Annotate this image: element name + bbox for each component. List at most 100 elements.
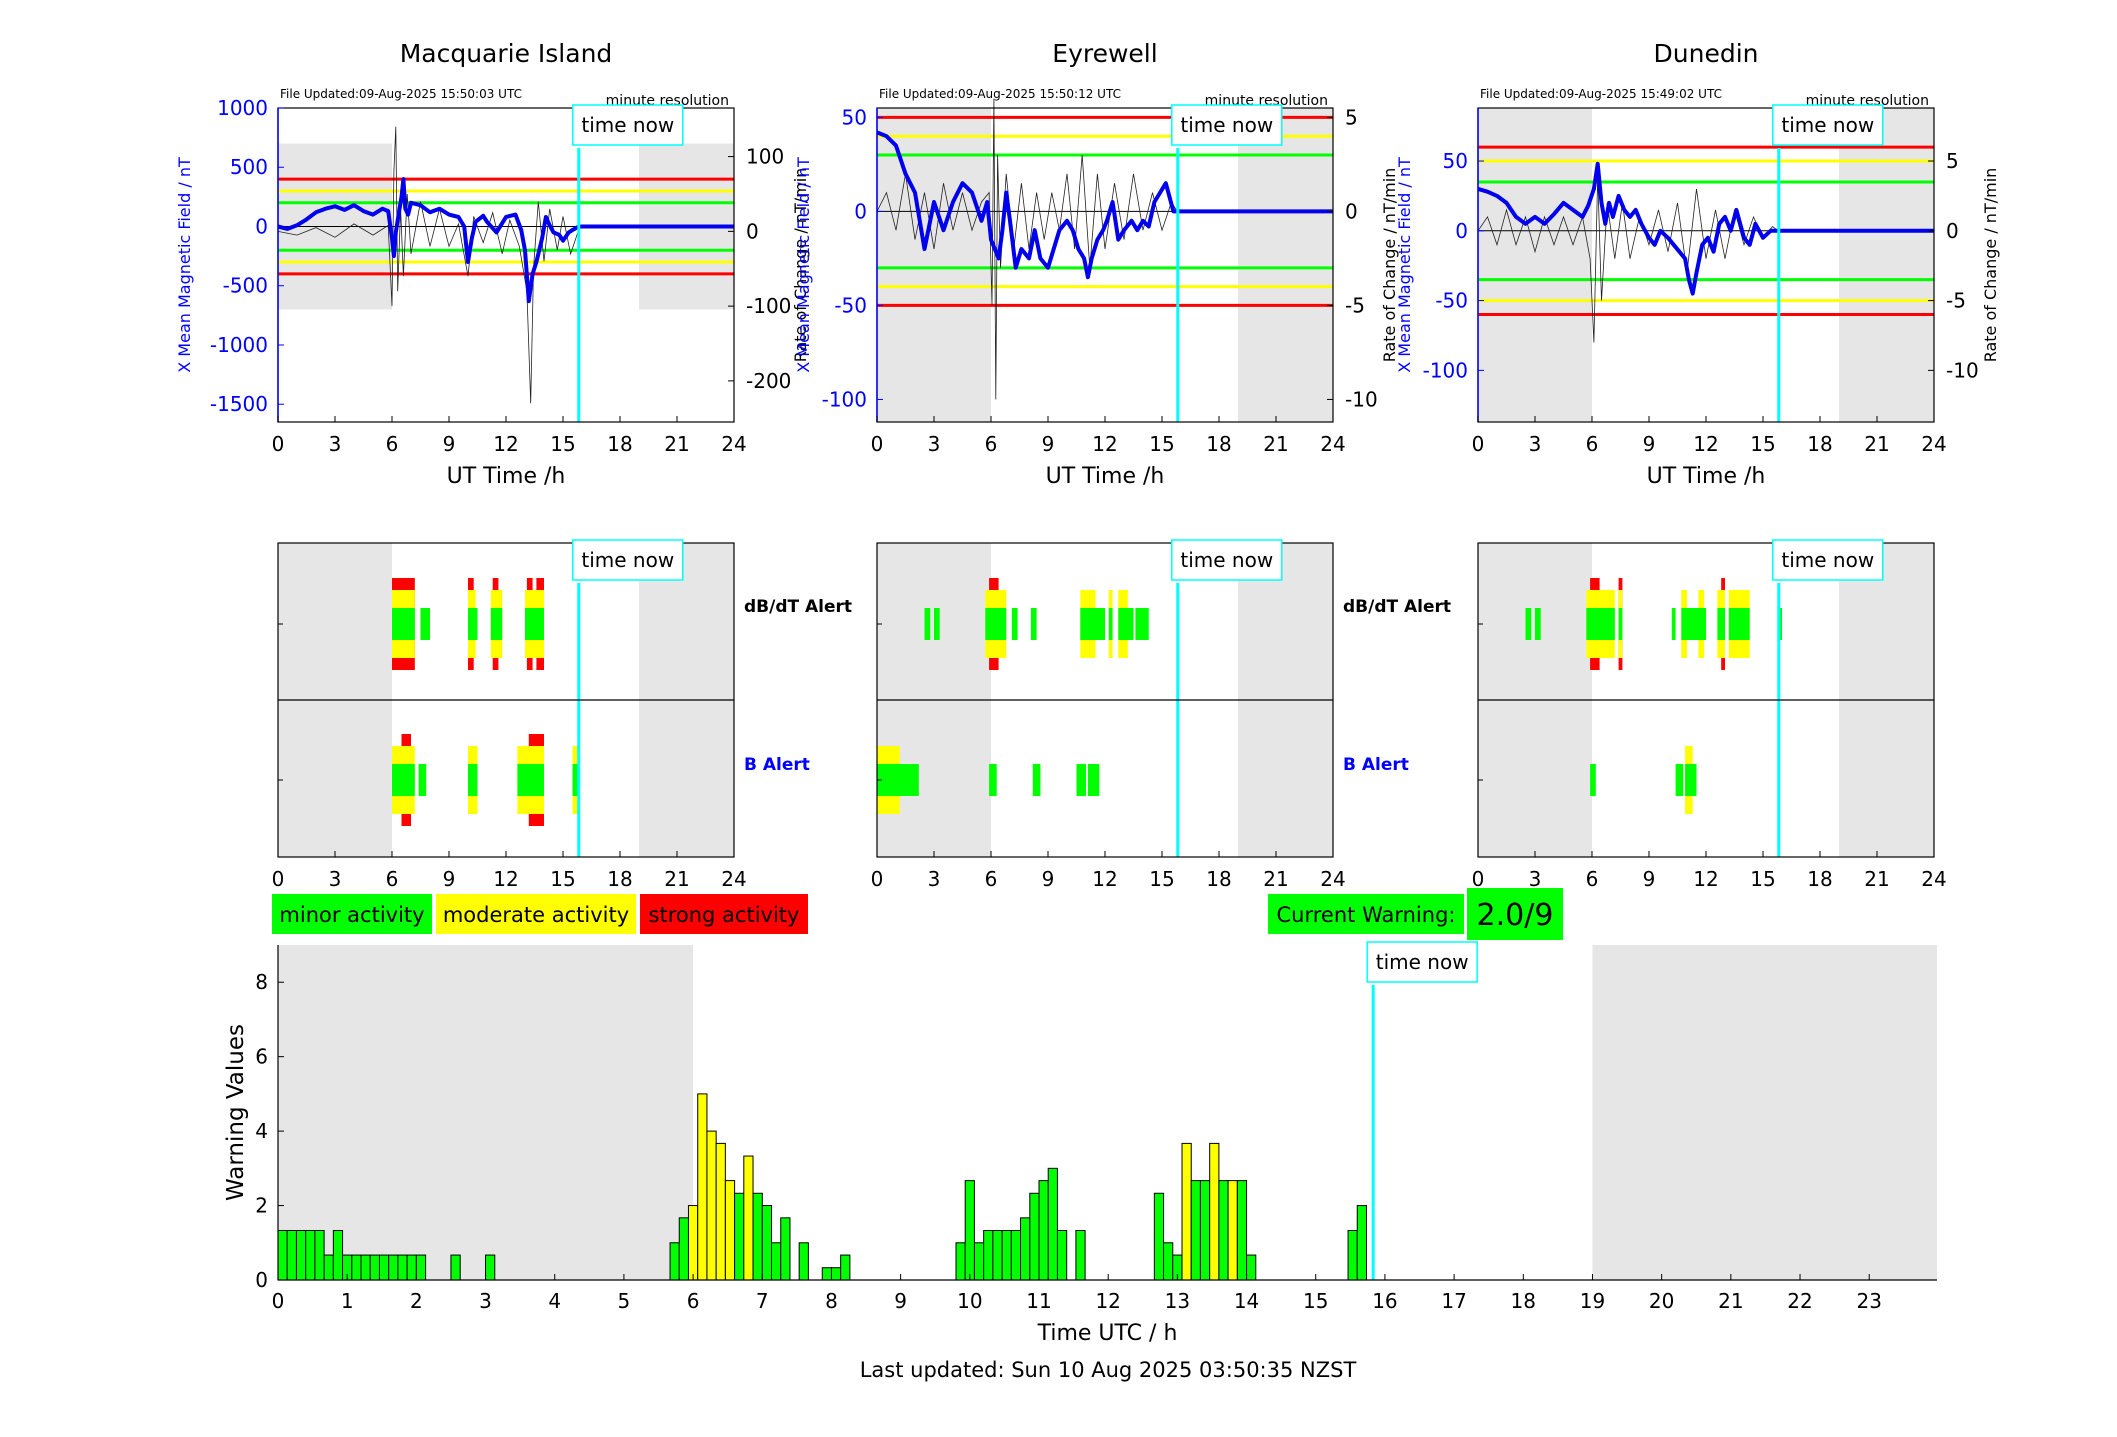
db-alert-block-minor	[985, 608, 1007, 640]
time-now-label: time now	[1781, 113, 1874, 137]
time-now-box	[1171, 539, 1283, 581]
warning-bar	[1199, 1180, 1211, 1281]
time-now-box	[1772, 539, 1884, 581]
warning-bar	[415, 1254, 427, 1281]
x-tick-label: 15	[1750, 867, 1775, 891]
file-updated: File Updated:09-Aug-2025 15:50:12 UTC	[879, 87, 1121, 101]
warning-bar	[992, 1229, 1003, 1281]
night-shade	[1238, 108, 1333, 422]
station-panel-2: Dunedin File Updated:09-Aug-2025 15:49:02…	[1395, 39, 2000, 489]
time-now-box	[1171, 104, 1283, 146]
x-tick-label: 15	[1149, 867, 1174, 891]
left-tick-label: -1000	[210, 333, 268, 357]
x-tick-label: 3	[928, 432, 941, 456]
current-warning-label-box	[1268, 894, 1464, 934]
x-tick-label: 4	[548, 1289, 561, 1313]
right-tick-label: -200	[746, 369, 791, 393]
x-tick-label: 21	[664, 867, 689, 891]
x-tick-label: 13	[1165, 1289, 1190, 1313]
b-alert-label: B Alert	[1343, 755, 1409, 775]
warning-bar	[1227, 1180, 1238, 1281]
db-alert-block-minor	[1681, 608, 1706, 640]
x-tick-label: 3	[479, 1289, 492, 1313]
left-tick-label: -1500	[210, 392, 268, 416]
x-tick-label: 11	[1026, 1289, 1051, 1313]
x-tick-label: 18	[1807, 432, 1832, 456]
x-axis-label: UT Time /h	[1046, 464, 1165, 489]
left-y-label: X Mean Magnetic Field / nT	[794, 157, 813, 373]
warning-bar	[821, 1267, 832, 1281]
x-tick-label: 21	[1864, 432, 1889, 456]
warning-bar	[1209, 1142, 1220, 1281]
left-tick-label: 1000	[217, 96, 268, 120]
x-tick-label: 12	[1095, 1289, 1120, 1313]
db-alert-block-minor	[1118, 608, 1134, 640]
x-tick-label: 12	[1092, 432, 1117, 456]
x-tick-label: 0	[272, 432, 285, 456]
night-shade	[1592, 945, 1937, 1280]
y-tick-label: 8	[255, 970, 268, 994]
warning-bar	[1010, 1229, 1022, 1281]
x-tick-label: 20	[1649, 1289, 1674, 1313]
time-now-label: time now	[1781, 548, 1874, 572]
legend-label-strong: strong activity	[649, 903, 800, 927]
time-now-label: time now	[1180, 548, 1273, 572]
b-alert-block-minor	[1032, 764, 1041, 796]
time-now-label: time now	[581, 113, 674, 137]
warning-bar	[964, 1180, 975, 1281]
legend-label-moderate: moderate activity	[443, 903, 629, 927]
time-now-box	[1772, 104, 1884, 146]
warning-bar	[397, 1254, 408, 1281]
db-alert-block-minor	[1525, 608, 1532, 640]
warning-bar	[687, 1205, 699, 1281]
x-tick-label: 6	[687, 1289, 700, 1313]
legend-row: minor activity moderate activity strong ac…	[272, 888, 1563, 940]
night-shade	[1839, 108, 1934, 422]
left-tick-label: -100	[1423, 358, 1468, 382]
warning-bar	[983, 1229, 994, 1281]
warning-bar	[388, 1254, 399, 1281]
x-tick-label: 18	[1206, 867, 1231, 891]
x-tick-label: 0	[272, 867, 285, 891]
x-tick-label: 12	[1693, 867, 1718, 891]
x-tick-label: 24	[721, 867, 746, 891]
db-alert-block-minor	[924, 608, 931, 640]
warning-bar	[360, 1254, 371, 1281]
x-tick-label: 15	[1149, 432, 1174, 456]
warning-bar	[1153, 1192, 1165, 1281]
warning-bar	[743, 1155, 754, 1281]
warning-bar	[378, 1254, 390, 1281]
x-tick-label: 9	[1643, 867, 1656, 891]
x-tick-label: 9	[443, 867, 456, 891]
right-tick-label: -5	[1946, 289, 1966, 313]
magnetometer-panels: Macquarie Island File Updated:09-Aug-2025…	[175, 39, 2000, 489]
right-tick-label: -10	[1946, 358, 1979, 382]
b-alert-block-minor	[517, 764, 544, 796]
x-tick-label: 12	[493, 432, 518, 456]
right-tick-label: 0	[746, 219, 759, 243]
x-tick-label: 18	[1511, 1289, 1536, 1313]
left-tick-label: 0	[1455, 219, 1468, 243]
x-tick-label: 21	[1263, 867, 1288, 891]
x-tick-label: 21	[664, 432, 689, 456]
right-y-label: Rate of Change / nT/min	[1981, 168, 2000, 363]
left-y-label: X Mean Magnetic Field / nT	[1395, 157, 1414, 373]
warning-bar	[323, 1254, 334, 1281]
db-alert-label: dB/dT Alert	[1343, 597, 1451, 617]
x-tick-label: 14	[1234, 1289, 1259, 1313]
left-y-label: X Mean Magnetic Field / nT	[175, 157, 194, 373]
x-tick-label: 24	[721, 432, 746, 456]
b-alert-block-minor	[572, 764, 579, 796]
x-tick-label: 15	[550, 867, 575, 891]
warning-bar	[351, 1254, 362, 1281]
legend-swatch-minor	[272, 894, 432, 934]
station-title: Macquarie Island	[400, 39, 613, 68]
db-alert-block-minor	[1671, 608, 1676, 640]
x-tick-label: 6	[985, 432, 998, 456]
b-alert-block-minor	[1685, 764, 1697, 796]
x-tick-label: 15	[550, 432, 575, 456]
alert-panel-1: time now 0 3 6 9 12 15 18 21 24 dB/dT Alert B Alert	[871, 539, 1451, 891]
warning-bar	[1218, 1180, 1229, 1281]
warning-bar	[973, 1242, 985, 1281]
file-updated: File Updated:09-Aug-2025 15:49:02 UTC	[1480, 87, 1722, 101]
